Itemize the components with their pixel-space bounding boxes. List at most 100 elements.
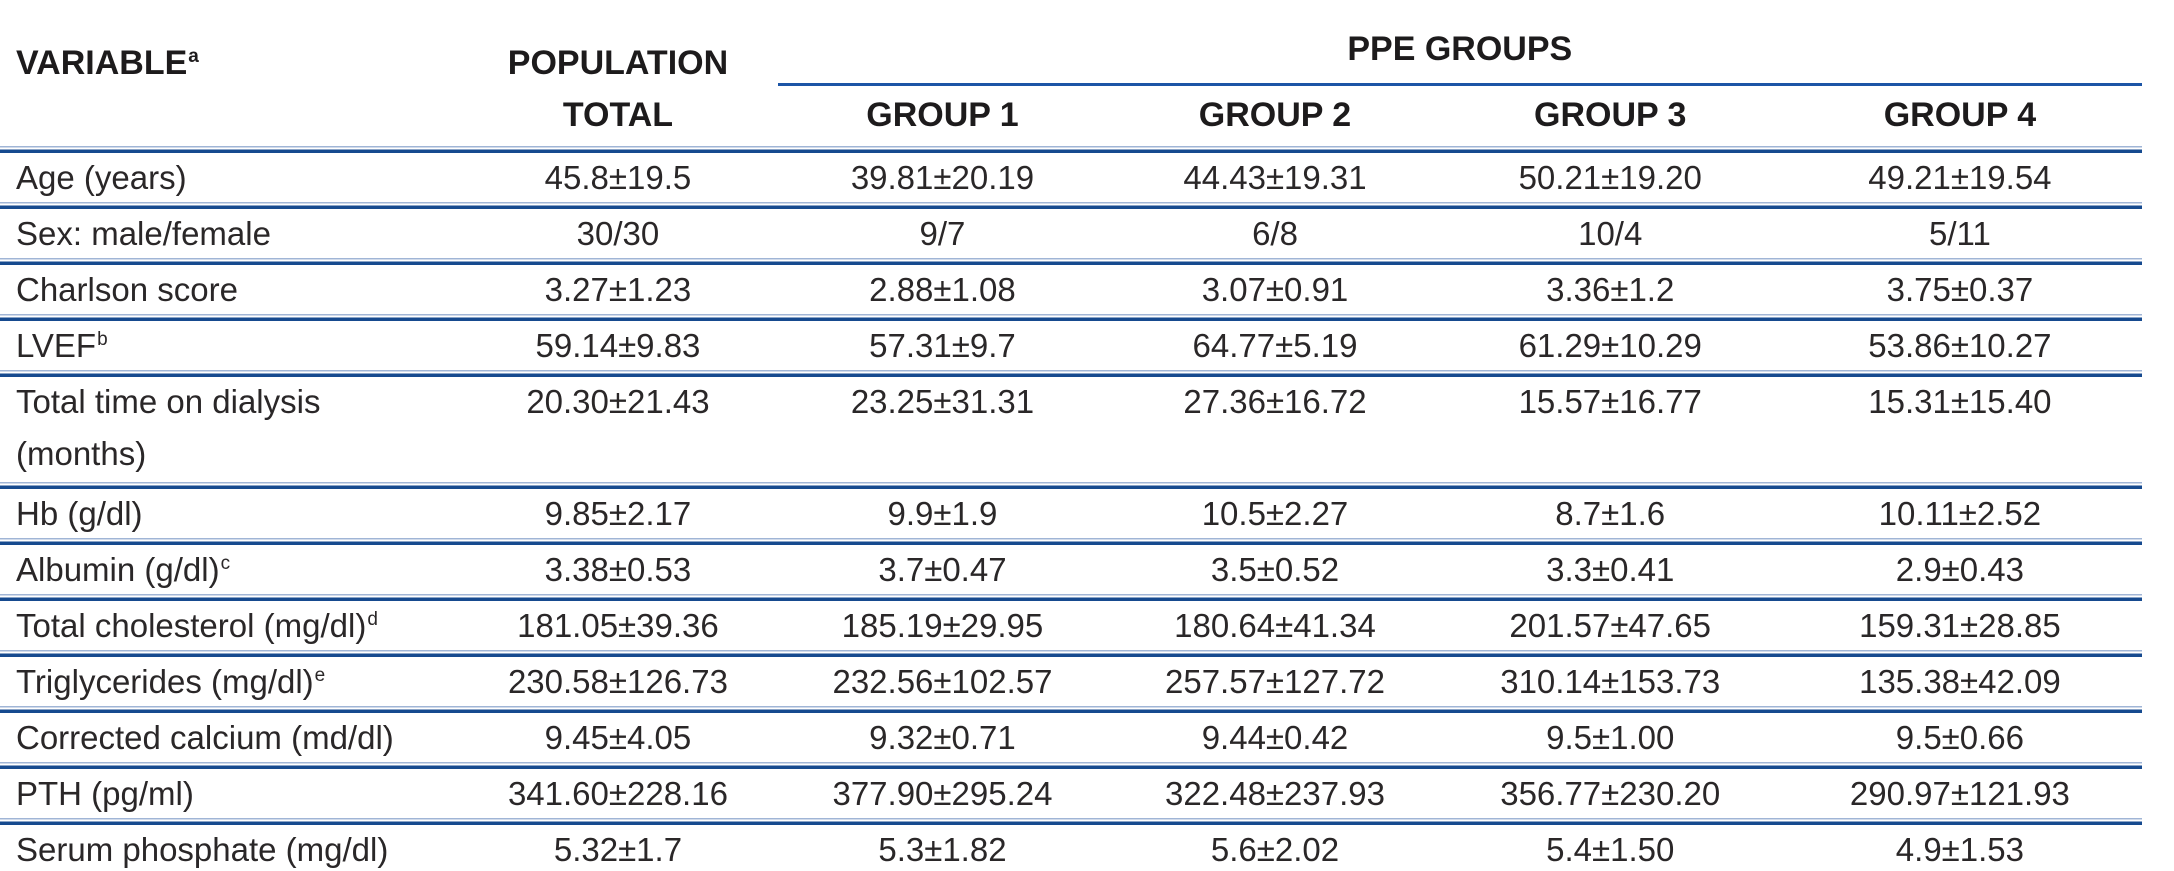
value-cell: 9.9±1.9 <box>887 495 998 532</box>
value-cell: 341.60±228.16 <box>507 775 728 812</box>
value-cell: 257.57±127.72 <box>1165 663 1385 700</box>
value-cell: 64.77±5.19 <box>1192 327 1358 364</box>
value-cell: 9.45±4.05 <box>544 719 692 756</box>
row-divider <box>0 762 2142 769</box>
value-cell: 9.44±0.42 <box>1201 719 1349 756</box>
value-cell: 181.05±39.36 <box>517 607 719 644</box>
value-cell: 27.36±16.72 <box>1183 383 1367 420</box>
row-label: Albumin (g/dl)c <box>16 551 231 588</box>
value-cell: 135.38±42.09 <box>1859 663 2061 700</box>
population-column-header-line2: TOTAL <box>562 96 674 134</box>
value-cell: 3.38±0.53 <box>544 551 692 588</box>
value-cell: 49.21±19.54 <box>1868 159 2052 196</box>
value-cell: 15.57±16.77 <box>1518 383 1702 420</box>
value-cell: 9.5±1.00 <box>1546 719 1675 756</box>
table-row: Albumin (g/dl)c 3.38±0.53 3.7±0.47 3.5±0.52… <box>0 545 2142 594</box>
variable-header-label: VARIABLE <box>16 44 188 82</box>
row-label: PTH (pg/ml) <box>16 775 194 812</box>
value-cell: 61.29±10.29 <box>1518 327 1702 364</box>
row-label: Charlson score <box>16 271 238 308</box>
row-divider <box>0 538 2142 545</box>
value-cell: 50.21±19.20 <box>1518 159 1702 196</box>
value-cell: 9.5±0.66 <box>1895 719 2025 756</box>
table-row: PTH (pg/ml) 341.60±228.16 377.90±295.24 322… <box>0 769 2142 818</box>
value-cell: 2.88±1.08 <box>869 271 1016 308</box>
table-row: Age (years) 45.8±19.5 39.81±20.19 44.43±19.… <box>0 153 2142 202</box>
value-cell: 3.27±1.23 <box>544 271 692 308</box>
table-row: Triglycerides (mg/dl)e 230.58±126.73 232.5… <box>0 657 2142 706</box>
value-cell: 10.5±2.27 <box>1201 495 1349 532</box>
value-cell: 15.31±15.40 <box>1868 383 2052 420</box>
variable-header-superscript: a <box>188 45 199 67</box>
value-cell: 30/30 <box>576 215 660 252</box>
value-cell: 322.48±237.93 <box>1165 775 1385 812</box>
group-3-column-header: GROUP 3 <box>1534 96 1687 134</box>
row-divider <box>0 370 2142 377</box>
value-cell: 20.30±21.43 <box>526 383 710 420</box>
value-cell: 5/11 <box>1929 215 1991 252</box>
table-row: Charlson score 3.27±1.23 2.88±1.08 3.07±0.9… <box>0 265 2142 314</box>
table-row: Sex: male/female 30/30 9/7 6/8 10/4 5/11 <box>0 209 2142 258</box>
group-4-column-header: GROUP 4 <box>1883 96 2037 134</box>
group-2-column-header: GROUP 2 <box>1198 96 1352 134</box>
group-1-column-header: GROUP 1 <box>866 96 1019 134</box>
row-label-superscript: b <box>97 329 108 350</box>
row-divider <box>0 650 2142 657</box>
value-cell: 10.11±2.52 <box>1878 495 2042 532</box>
table-row: LVEFb 59.14±9.83 57.31±9.7 64.77±5.19 61.29±… <box>0 321 2142 370</box>
value-cell: 10/4 <box>1578 215 1643 252</box>
row-divider <box>0 202 2142 209</box>
table-header-row-1: VARIABLEa POPULATION PPE GROUPS <box>0 24 2142 86</box>
value-cell: 9/7 <box>919 215 966 252</box>
table-row: Corrected calcium (md/dl) 9.45±4.05 9.32±0… <box>0 713 2142 762</box>
row-divider <box>0 818 2142 825</box>
row-label: Triglycerides (mg/dl)e <box>16 663 326 700</box>
value-cell: 185.19±29.95 <box>841 607 1044 644</box>
row-label-superscript: e <box>314 665 326 686</box>
value-cell: 9.85±2.17 <box>544 495 692 532</box>
value-cell: 3.07±0.91 <box>1201 271 1349 308</box>
variable-column-header: VARIABLEa <box>0 40 458 86</box>
table-header-row-2: TOTAL GROUP 1 GROUP 2 GROUP 3 GROUP 4 <box>0 86 2142 146</box>
value-cell: 9.32±0.71 <box>869 719 1016 756</box>
value-cell: 44.43±19.31 <box>1183 159 1367 196</box>
row-label-superscript: d <box>367 609 378 630</box>
value-cell: 57.31±9.7 <box>869 327 1016 364</box>
value-cell: 4.9±1.53 <box>1895 831 2025 868</box>
value-cell: 377.90±295.24 <box>832 775 1053 812</box>
table-row: Total time on dialysis (months) 20.30±21.4… <box>0 377 2142 482</box>
value-cell: 201.57±47.65 <box>1509 607 1712 644</box>
row-label: Total cholesterol (mg/dl)d <box>16 607 378 644</box>
value-cell: 6/8 <box>1252 215 1298 252</box>
value-cell: 159.31±28.85 <box>1859 607 2061 644</box>
value-cell: 356.77±230.20 <box>1500 775 1721 812</box>
row-label-superscript: c <box>220 553 231 574</box>
row-divider <box>0 594 2142 601</box>
value-cell: 5.6±2.02 <box>1210 831 1340 868</box>
value-cell: 5.4±1.50 <box>1546 831 1675 868</box>
row-divider <box>0 314 2142 321</box>
value-cell: 3.3±0.41 <box>1546 551 1675 588</box>
row-label: Corrected calcium (md/dl) <box>16 719 394 756</box>
row-label-line2: (months) <box>16 435 147 472</box>
value-cell: 310.14±153.73 <box>1500 663 1721 700</box>
population-column-header-line1: POPULATION <box>507 44 729 82</box>
value-cell: 180.64±41.34 <box>1174 607 1376 644</box>
value-cell: 53.86±10.27 <box>1868 327 2052 364</box>
value-cell: 230.58±126.73 <box>507 663 728 700</box>
row-label: Serum phosphate (mg/dl) <box>16 831 389 868</box>
ppe-groups-spanner-header: PPE GROUPS <box>777 26 2142 86</box>
value-cell: 3.75±0.37 <box>1886 271 2034 308</box>
row-label: Sex: male/female <box>16 215 271 252</box>
row-label: Hb (g/dl) <box>16 495 143 532</box>
row-label: Age (years) <box>16 159 187 196</box>
table-row: Serum phosphate (mg/dl) 5.32±1.7 5.3±1.82 5… <box>0 825 2142 871</box>
table-row: Total cholesterol (mg/dl)d 181.05±39.36 18… <box>0 601 2142 650</box>
value-cell: 232.56±102.57 <box>832 663 1053 700</box>
row-divider <box>0 706 2142 713</box>
row-label: LVEFb <box>16 327 108 364</box>
value-cell: 39.81±20.19 <box>850 159 1035 196</box>
value-cell: 290.97±121.93 <box>1849 775 2070 812</box>
value-cell: 2.9±0.43 <box>1895 551 2025 588</box>
